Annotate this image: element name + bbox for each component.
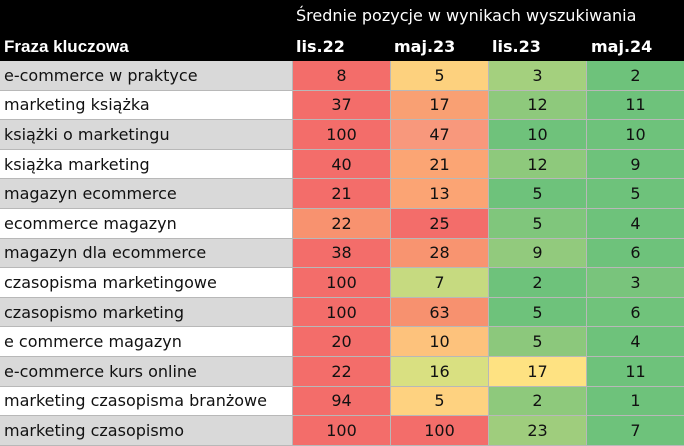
position-cell[interactable]: 21: [391, 149, 489, 179]
position-cell[interactable]: 3: [489, 61, 587, 90]
position-cell[interactable]: 28: [391, 238, 489, 268]
position-cell[interactable]: 6: [587, 297, 684, 327]
table-row: e-commerce kurs online 22 16 17 11: [0, 356, 684, 387]
position-cell[interactable]: 5: [489, 179, 587, 208]
column-header-period[interactable]: lis.23: [492, 37, 541, 56]
column-header-row: Fraza kluczowa lis.22 maj.23 lis.23 maj.…: [0, 31, 684, 61]
position-cell[interactable]: 9: [587, 149, 684, 179]
position-cell[interactable]: 7: [391, 268, 489, 297]
keyword-cell[interactable]: ecommerce magazyn: [0, 208, 293, 238]
position-cell[interactable]: 17: [489, 356, 587, 386]
position-cell[interactable]: 5: [587, 179, 684, 208]
table-row: e-commerce w praktyce 8 5 3 2: [0, 61, 684, 91]
keyword-cell[interactable]: czasopismo marketing: [0, 297, 293, 327]
keyword-cell[interactable]: książka marketing: [0, 149, 293, 179]
position-cell[interactable]: 11: [587, 356, 684, 386]
position-cell[interactable]: 11: [587, 90, 684, 120]
position-cell[interactable]: 10: [587, 120, 684, 149]
table-body: e-commerce w praktyce 8 5 3 2 marketing książ…: [0, 61, 684, 446]
keyword-cell[interactable]: marketing czasopisma branżowe: [0, 386, 293, 416]
position-cell[interactable]: 3: [587, 268, 684, 297]
column-header-period[interactable]: lis.22: [296, 37, 345, 56]
position-cell[interactable]: 5: [391, 386, 489, 416]
position-cell[interactable]: 40: [293, 149, 391, 179]
keyword-cell[interactable]: magazyn ecommerce: [0, 179, 293, 208]
keyword-cell[interactable]: marketing książka: [0, 90, 293, 120]
keyword-cell[interactable]: e commerce magazyn: [0, 327, 293, 356]
position-cell[interactable]: 100: [293, 268, 391, 297]
keyword-cell[interactable]: marketing czasopismo: [0, 416, 293, 445]
position-cell[interactable]: 8: [293, 61, 391, 90]
position-cell[interactable]: 63: [391, 297, 489, 327]
position-cell[interactable]: 16: [391, 356, 489, 386]
position-cell[interactable]: 17: [391, 90, 489, 120]
position-cell[interactable]: 1: [587, 386, 684, 416]
position-cell[interactable]: 37: [293, 90, 391, 120]
position-cell[interactable]: 5: [391, 61, 489, 90]
keyword-cell[interactable]: magazyn dla ecommerce: [0, 238, 293, 268]
position-cell[interactable]: 5: [489, 297, 587, 327]
table-row: magazyn ecommerce 21 13 5 5: [0, 179, 684, 209]
table-row: książka marketing 40 21 12 9: [0, 149, 684, 180]
column-header-period[interactable]: maj.23: [394, 37, 456, 56]
position-cell[interactable]: 4: [587, 208, 684, 238]
position-cell[interactable]: 23: [489, 416, 587, 445]
position-cell[interactable]: 100: [293, 297, 391, 327]
position-cell[interactable]: 5: [489, 208, 587, 238]
position-cell[interactable]: 12: [489, 90, 587, 120]
position-cell[interactable]: 10: [489, 120, 587, 149]
position-cell[interactable]: 12: [489, 149, 587, 179]
position-cell[interactable]: 94: [293, 386, 391, 416]
position-cell[interactable]: 6: [587, 238, 684, 268]
position-cell[interactable]: 100: [391, 416, 489, 445]
position-cell[interactable]: 20: [293, 327, 391, 356]
keyword-cell[interactable]: e-commerce kurs online: [0, 356, 293, 386]
table-row: magazyn dla ecommerce 38 28 9 6: [0, 238, 684, 269]
position-cell[interactable]: 4: [587, 327, 684, 356]
position-cell[interactable]: 22: [293, 356, 391, 386]
keyword-cell[interactable]: czasopisma marketingowe: [0, 268, 293, 297]
table-row: marketing czasopismo 100 100 23 7: [0, 416, 684, 446]
table-row: czasopisma marketingowe 100 7 2 3: [0, 268, 684, 298]
position-cell[interactable]: 22: [293, 208, 391, 238]
position-cell[interactable]: 25: [391, 208, 489, 238]
table-row: marketing czasopisma branżowe 94 5 2 1: [0, 386, 684, 417]
header-group-row: Średnie pozycje w wynikach wyszukiwania: [0, 0, 684, 31]
table-row: ecommerce magazyn 22 25 5 4: [0, 208, 684, 239]
keyword-cell[interactable]: książki o marketingu: [0, 120, 293, 149]
table-row: e commerce magazyn 20 10 5 4: [0, 327, 684, 357]
position-cell[interactable]: 100: [293, 120, 391, 149]
position-cell[interactable]: 13: [391, 179, 489, 208]
position-cell[interactable]: 2: [587, 61, 684, 90]
position-cell[interactable]: 47: [391, 120, 489, 149]
table-row: marketing książka 37 17 12 11: [0, 90, 684, 121]
position-cell[interactable]: 2: [489, 268, 587, 297]
position-cell[interactable]: 10: [391, 327, 489, 356]
position-cell[interactable]: 2: [489, 386, 587, 416]
position-cell[interactable]: 9: [489, 238, 587, 268]
position-cell[interactable]: 21: [293, 179, 391, 208]
column-header-keyword[interactable]: Fraza kluczowa: [4, 37, 129, 56]
position-cell[interactable]: 5: [489, 327, 587, 356]
position-cell[interactable]: 38: [293, 238, 391, 268]
position-cell[interactable]: 7: [587, 416, 684, 445]
table-row: książki o marketingu 100 47 10 10: [0, 120, 684, 150]
column-header-period[interactable]: maj.24: [591, 37, 653, 56]
table-row: czasopismo marketing 100 63 5 6: [0, 297, 684, 328]
keyword-cell[interactable]: e-commerce w praktyce: [0, 61, 293, 90]
position-cell[interactable]: 100: [293, 416, 391, 445]
super-header-title: Średnie pozycje w wynikach wyszukiwania: [296, 6, 637, 25]
